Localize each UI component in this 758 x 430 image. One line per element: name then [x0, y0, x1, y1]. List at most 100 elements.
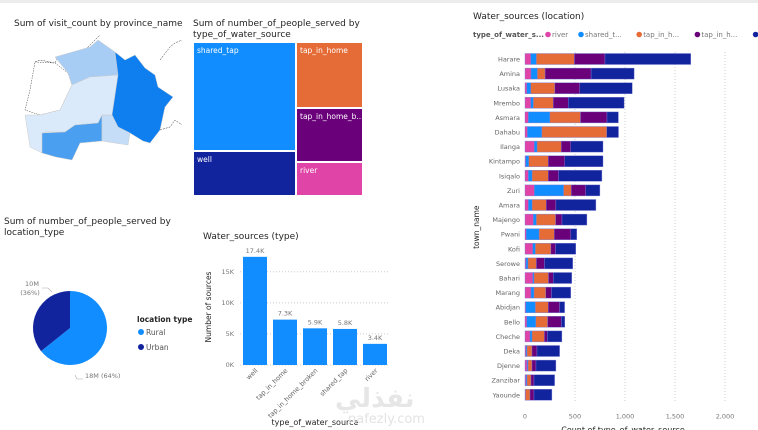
bar-segment-well[interactable]: [552, 272, 572, 284]
bar-segment-shared_tap[interactable]: [526, 82, 531, 94]
legend-item-tap_in_home[interactable]: tap_in_h...: [643, 31, 679, 39]
bar-segment-well[interactable]: [570, 228, 577, 240]
legend-urban[interactable]: Urban: [146, 343, 169, 352]
bar-segment-river[interactable]: [524, 140, 535, 153]
bar-segment-tap_in_home_broken[interactable]: [531, 345, 538, 357]
bar-segment-river[interactable]: [524, 67, 532, 80]
treemap-tile-river[interactable]: river: [296, 162, 363, 196]
bar-segment-tap_in_home_broken[interactable]: [531, 359, 537, 372]
bar-segment-river[interactable]: [524, 199, 529, 211]
bar-segment-tap_in_home[interactable]: [531, 199, 547, 211]
bar-segment-shared_tap[interactable]: [526, 316, 537, 328]
bar-segment-river[interactable]: [524, 286, 532, 299]
bar-segment-tap_in_home[interactable]: [536, 53, 575, 65]
bar-segment-tap_in_home[interactable]: [533, 97, 554, 109]
bar-segment-tap_in_home_broken[interactable]: [554, 82, 581, 94]
bar-segment-river[interactable]: [524, 184, 535, 197]
bar-segment-tap_in_home[interactable]: [563, 184, 572, 197]
bar-segment-well[interactable]: [590, 67, 635, 80]
bar-segment-river[interactable]: [524, 272, 533, 284]
bar-segment-tap_in_home[interactable]: [526, 345, 533, 357]
bar-segment-well[interactable]: [555, 243, 576, 255]
bar-segment-tap_in_home[interactable]: [536, 140, 562, 153]
bar-segment-well[interactable]: [544, 257, 573, 270]
bar-segment-shared_tap[interactable]: [530, 97, 534, 109]
bar-segment-shared_tap[interactable]: [525, 155, 529, 167]
bar-segment-tap_in_home_broken[interactable]: [536, 257, 545, 270]
bar-segment-well[interactable]: [606, 111, 619, 124]
bar-segment-tap_in_home_broken[interactable]: [550, 243, 556, 255]
bar-segment-tap_in_home_broken[interactable]: [571, 184, 587, 197]
pie-slice-urban[interactable]: [33, 291, 70, 352]
bar-segment-tap_in_home[interactable]: [527, 359, 533, 372]
bar-segment-river[interactable]: [524, 111, 529, 124]
treemap-tile-shared-tap[interactable]: shared_tap: [193, 42, 296, 151]
bar-segment-tap_in_home[interactable]: [538, 228, 555, 240]
bar-segment-tap_in_home[interactable]: [537, 67, 546, 80]
bar-segment-tap_in_home[interactable]: [530, 82, 556, 94]
bar-segment-river[interactable]: [524, 126, 528, 138]
bar-river[interactable]: [363, 343, 387, 365]
treemap-tile-tap-in-home[interactable]: tap_in_home: [296, 42, 363, 108]
province-region[interactable]: [24, 61, 73, 116]
bar-segment-river[interactable]: [524, 316, 527, 328]
bar-segment-tap_in_home[interactable]: [536, 213, 556, 226]
bar-segment-river[interactable]: [524, 330, 531, 343]
bar-segment-well[interactable]: [564, 155, 604, 167]
bar-segment-shared_tap[interactable]: [530, 286, 535, 299]
bar-segment-tap_in_home[interactable]: [541, 126, 607, 138]
bar-segment-river[interactable]: [524, 359, 528, 372]
bar-segment-tap_in_home[interactable]: [533, 272, 549, 284]
bar-segment-tap_in_home_broken[interactable]: [544, 330, 548, 343]
bar-segment-river[interactable]: [524, 53, 531, 65]
bar-segment-well[interactable]: [536, 345, 560, 357]
bar-segment-tap_in_home_broken[interactable]: [545, 286, 552, 299]
bar-segment-tap_in_home[interactable]: [533, 286, 547, 299]
bar-segment-shared_tap[interactable]: [534, 184, 564, 197]
bar-segment-well[interactable]: [533, 374, 555, 386]
bar-segment-shared_tap[interactable]: [529, 330, 533, 343]
bar-segment-well[interactable]: [535, 359, 557, 372]
treemap-tile-well[interactable]: well: [193, 151, 296, 196]
bar-segment-shared_tap[interactable]: [526, 228, 540, 240]
bar-segment-tap_in_home[interactable]: [531, 330, 545, 343]
bar-segment-shared_tap[interactable]: [533, 213, 537, 226]
bar-segment-tap_in_home_broken[interactable]: [574, 53, 606, 65]
bar-segment-tap_in_home_broken[interactable]: [530, 374, 535, 386]
bar-segment-tap_in_home[interactable]: [528, 155, 549, 167]
bar-tap_in_home_broken[interactable]: [303, 328, 327, 365]
province-map[interactable]: [0, 35, 185, 165]
bar-segment-well[interactable]: [558, 170, 603, 182]
bar-segment-tap_in_home[interactable]: [535, 243, 552, 255]
bar-segment-tap_in_home[interactable]: [549, 111, 581, 124]
bar-segment-well[interactable]: [559, 301, 565, 313]
bar-segment-shared_tap[interactable]: [534, 140, 538, 153]
bar-segment-well[interactable]: [606, 126, 619, 138]
bar-tap_in_home[interactable]: [273, 319, 297, 365]
bar-segment-tap_in_home_broken[interactable]: [547, 155, 565, 167]
bar-segment-well[interactable]: [585, 184, 601, 197]
pie-slice-rural[interactable]: [41, 291, 107, 365]
bar-segment-well[interactable]: [604, 53, 691, 65]
bar-segment-tap_in_home_broken[interactable]: [561, 140, 571, 153]
bar-segment-tap_in_home[interactable]: [526, 374, 532, 386]
bar-segment-river[interactable]: [524, 243, 533, 255]
bar-segment-shared_tap[interactable]: [528, 199, 533, 211]
bar-segment-well[interactable]: [568, 97, 625, 109]
bar-segment-well[interactable]: [547, 330, 563, 343]
bar-segment-shared_tap[interactable]: [525, 301, 536, 313]
bar-segment-shared_tap[interactable]: [528, 111, 551, 124]
bar-segment-tap_in_home_broken[interactable]: [548, 272, 554, 284]
bar-segment-river[interactable]: [524, 170, 529, 182]
bar-segment-shared_tap[interactable]: [527, 126, 543, 138]
bar-segment-tap_in_home[interactable]: [535, 301, 549, 313]
bar-segment-well[interactable]: [579, 82, 633, 94]
bar-segment-tap_in_home[interactable]: [525, 389, 531, 401]
bar-segment-well[interactable]: [551, 286, 571, 299]
bar-segment-well[interactable]: [561, 213, 588, 226]
bar-well[interactable]: [243, 256, 267, 365]
bar-segment-well[interactable]: [561, 316, 566, 328]
bar-shared_tap[interactable]: [333, 328, 357, 365]
bar-segment-tap_in_home[interactable]: [535, 316, 548, 328]
bar-segment-tap_in_home_broken[interactable]: [547, 170, 559, 182]
